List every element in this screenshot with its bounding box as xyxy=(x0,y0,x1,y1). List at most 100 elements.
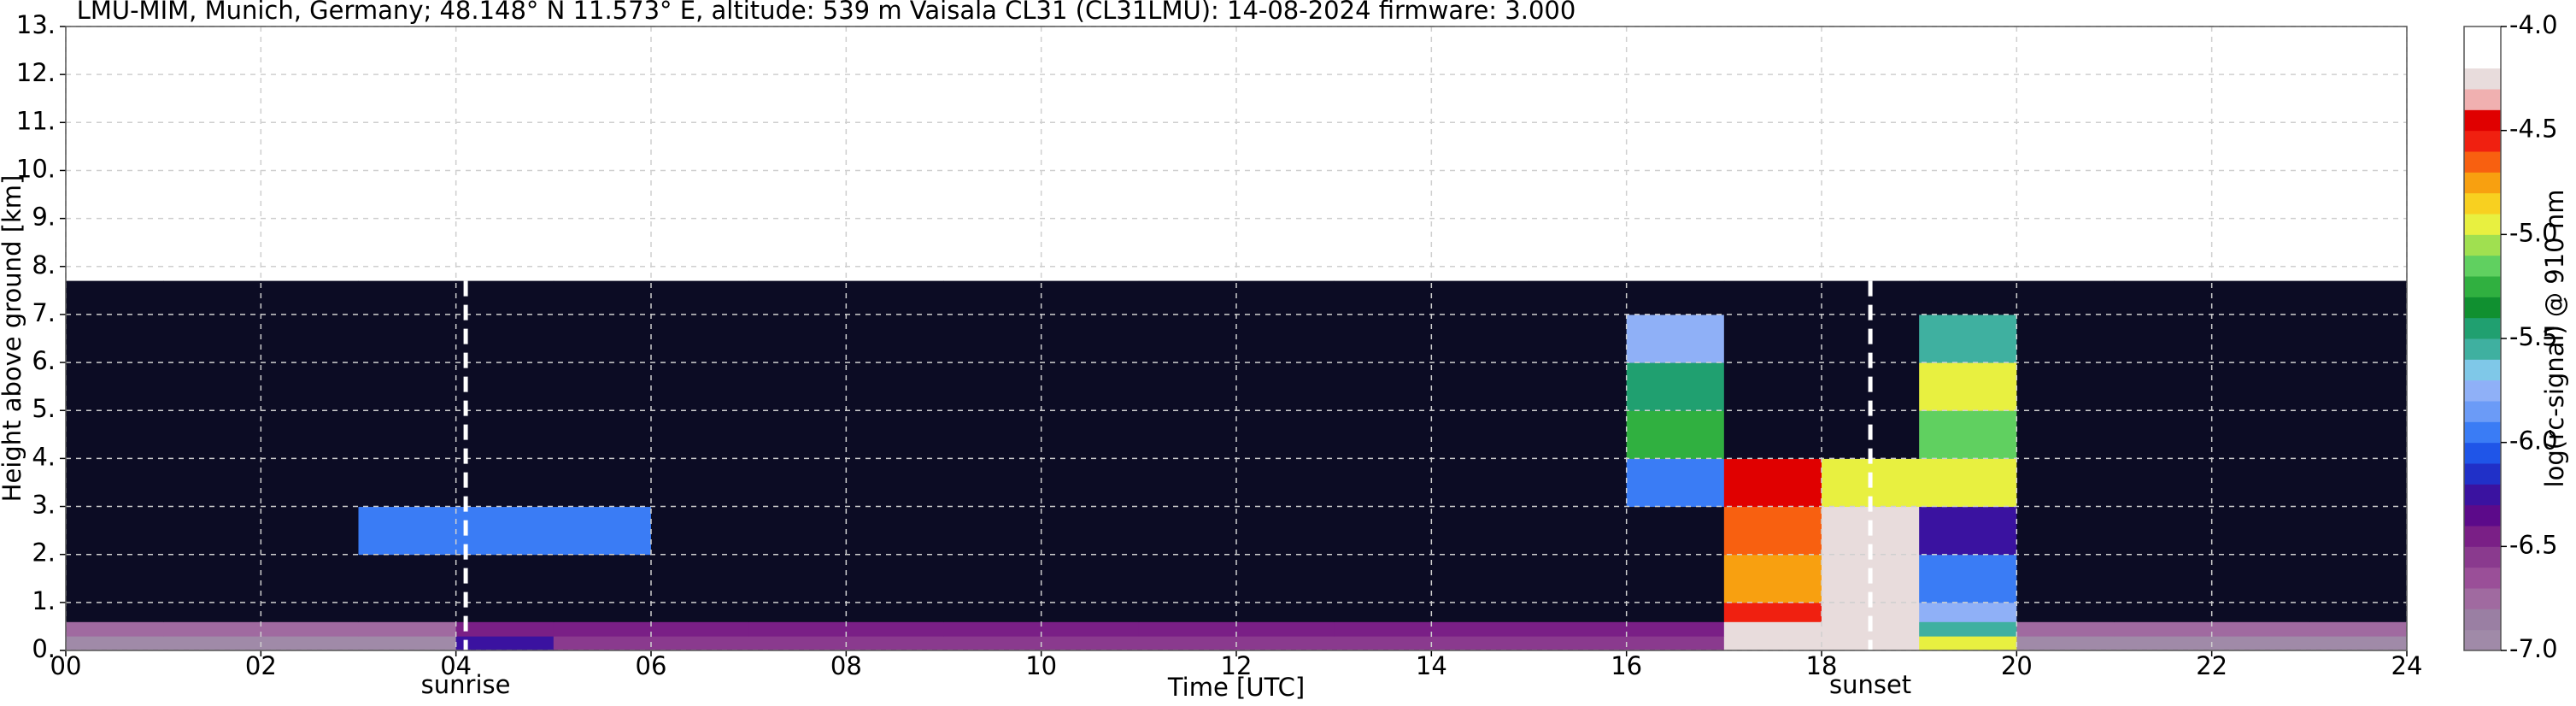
y-tick-label: 5. xyxy=(32,394,56,423)
heatmap-cell xyxy=(1529,280,1628,315)
annotation-label: sunrise xyxy=(421,670,511,699)
heatmap-cell xyxy=(2114,506,2213,556)
colorbar-swatch xyxy=(2464,130,2501,152)
heatmap-cell xyxy=(455,506,555,556)
heatmap-cell xyxy=(1529,636,1628,651)
heatmap-cell xyxy=(1138,602,1237,622)
heatmap-cell xyxy=(1919,280,2017,315)
colorbar-swatch xyxy=(2464,421,2501,444)
heatmap-cell xyxy=(1236,621,1335,637)
heatmap-cell xyxy=(2114,554,2213,603)
heatmap-cell xyxy=(2016,554,2115,603)
heatmap-cell xyxy=(2309,458,2408,508)
heatmap-cell xyxy=(943,602,1042,622)
heatmap-cell xyxy=(455,314,555,363)
x-tick-label: 10 xyxy=(1025,651,1057,680)
heatmap-cell xyxy=(1138,314,1237,363)
heatmap-cell xyxy=(553,621,652,637)
heatmap-cell xyxy=(1529,506,1628,556)
y-tick-label: 7. xyxy=(32,298,56,327)
heatmap-cell xyxy=(1626,314,1725,363)
heatmap-cell xyxy=(163,280,261,315)
annotation-label: sunset xyxy=(1829,670,1911,699)
heatmap-cell xyxy=(163,362,261,411)
heatmap-cell xyxy=(2114,636,2213,651)
heatmap-cell xyxy=(2114,602,2213,622)
heatmap-cell xyxy=(553,636,652,651)
y-axis-label: Height above ground [km] xyxy=(0,175,26,503)
heatmap-cell xyxy=(1723,362,1822,411)
heatmap-cell xyxy=(1723,314,1822,363)
heatmap-cell xyxy=(1041,602,1140,622)
heatmap-cell xyxy=(1529,314,1628,363)
colorbar-swatch xyxy=(2464,442,2501,464)
heatmap-cell xyxy=(1529,602,1628,622)
heatmap-cell xyxy=(261,621,359,637)
heatmap-cell xyxy=(1138,410,1237,459)
heatmap-cell xyxy=(163,602,261,622)
heatmap-cell xyxy=(2211,506,2310,556)
heatmap-cell xyxy=(553,458,652,508)
heatmap-cell xyxy=(943,506,1042,556)
heatmap-cell xyxy=(2211,314,2310,363)
heatmap-cell xyxy=(943,314,1042,363)
heatmap-cell xyxy=(163,314,261,363)
colorbar-tick-label: -5.5 xyxy=(2509,322,2558,351)
heatmap-cell xyxy=(846,554,944,603)
heatmap-cell xyxy=(846,410,944,459)
colorbar-swatch xyxy=(2464,151,2501,173)
heatmap-cell xyxy=(163,636,261,651)
heatmap-cell xyxy=(2309,554,2408,603)
heatmap-cell xyxy=(2211,362,2310,411)
heatmap-cell xyxy=(66,602,164,622)
heatmap-cell xyxy=(553,602,652,622)
heatmap-cell xyxy=(1334,314,1432,363)
colorbar-tick-label: -5.0 xyxy=(2509,218,2558,247)
heatmap-cell xyxy=(748,280,847,315)
heatmap-cell xyxy=(1919,410,2017,459)
heatmap-cell xyxy=(1919,602,2017,622)
heatmap-cell xyxy=(943,458,1042,508)
x-tick-label: 06 xyxy=(636,651,667,680)
heatmap-cell xyxy=(358,621,457,637)
heatmap-cell xyxy=(2016,602,2115,622)
heatmap-cell xyxy=(261,280,359,315)
heatmap-cell xyxy=(1723,621,1822,637)
y-tick-label: 4. xyxy=(32,442,56,471)
colorbar-swatch xyxy=(2464,359,2501,381)
heatmap-cell xyxy=(1626,458,1725,508)
y-tick-label: 12. xyxy=(16,58,56,87)
colorbar-swatch xyxy=(2464,234,2501,256)
y-tick-label: 10. xyxy=(16,154,56,183)
colorbar-swatch xyxy=(2464,192,2501,215)
y-tick-label: 3. xyxy=(32,491,56,520)
heatmap-cell xyxy=(1138,554,1237,603)
heatmap-cell xyxy=(1431,636,1529,651)
heatmap-cell xyxy=(358,280,457,315)
heatmap-cell xyxy=(1919,554,2017,603)
heatmap-cell xyxy=(1431,621,1529,637)
heatmap-cell xyxy=(2309,410,2408,459)
colorbar-swatch xyxy=(2464,68,2501,90)
heatmap-cell xyxy=(1723,410,1822,459)
heatmap-cell xyxy=(1041,636,1140,651)
heatmap-cell xyxy=(358,602,457,622)
heatmap-cell xyxy=(2309,602,2408,622)
heatmap-cell xyxy=(1431,280,1529,315)
heatmap-cell xyxy=(261,410,359,459)
heatmap-cell xyxy=(1138,506,1237,556)
heatmap-cell xyxy=(455,621,555,637)
heatmap-cell xyxy=(163,554,261,603)
heatmap-cell xyxy=(1919,362,2017,411)
y-tick-label: 2. xyxy=(32,538,56,568)
colorbar-swatch xyxy=(2464,609,2501,631)
colorbar-swatch xyxy=(2464,588,2501,609)
heatmap-cell xyxy=(2114,362,2213,411)
x-tick-label: 00 xyxy=(50,651,82,680)
heatmap-cell xyxy=(1138,362,1237,411)
heatmap-cell xyxy=(1334,410,1432,459)
heatmap-cell xyxy=(1431,506,1529,556)
heatmap-cell xyxy=(66,636,164,651)
colorbar-swatch xyxy=(2464,629,2501,651)
x-tick-label: 16 xyxy=(1611,651,1642,680)
